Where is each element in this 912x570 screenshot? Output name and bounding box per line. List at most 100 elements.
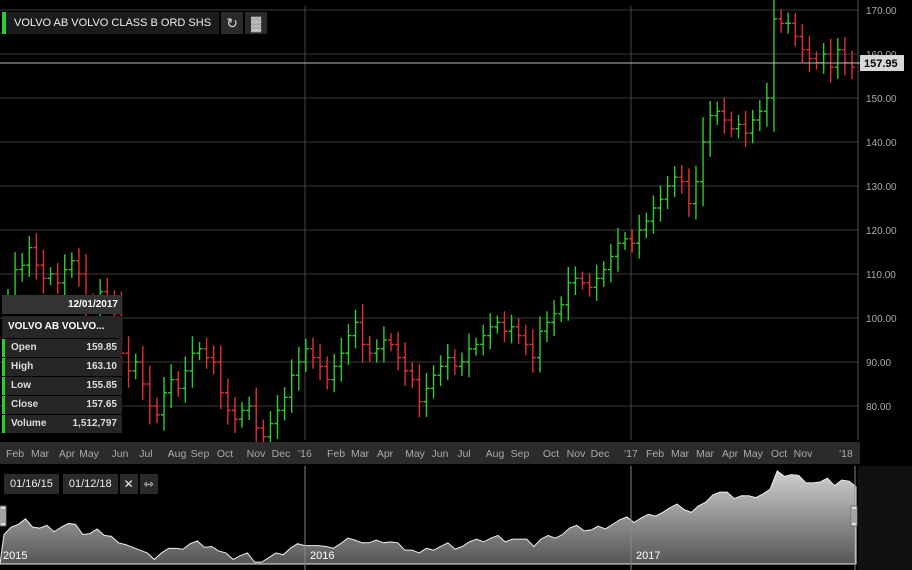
ohlc-bar (416, 363, 423, 418)
ohlc-bar (132, 353, 139, 380)
ohlc-bar (501, 311, 508, 343)
ohlc-bar (246, 396, 253, 420)
ohlc-bar (324, 356, 331, 390)
tooltip-row-high: High 163.10 (2, 358, 122, 376)
tooltip-row-volume: Volume 1,512,797 (2, 415, 122, 433)
ohlc-bar (423, 373, 430, 417)
ohlc-bar (274, 395, 281, 439)
price-chart[interactable]: 80.00 90.00 100.00 110.00 120.00 130.00 140.00… (0, 0, 912, 442)
tooltip-row-close: Close 157.65 (2, 396, 122, 414)
ohlc-bar (231, 396, 238, 433)
ohlc-bar (33, 233, 40, 280)
ohlc-bar (756, 100, 763, 132)
ohlc-bar (544, 311, 551, 343)
ohlc-bar (175, 371, 182, 397)
x-tick-label: Jun (432, 448, 449, 460)
ohlc-bar (735, 114, 742, 139)
ohlc-bar (508, 314, 515, 344)
bar-chart-icon[interactable]: ▓ (245, 12, 268, 34)
x-tick-label: Jul (139, 448, 152, 460)
navigator-handle-right[interactable] (850, 505, 858, 527)
ohlc-bar (281, 387, 288, 421)
last-price-label: 157.95 (864, 58, 898, 70)
ohlc-bar (331, 353, 338, 393)
ohlc-bar (395, 331, 402, 371)
ohlc-bar (586, 273, 593, 297)
ohlc-bar (317, 343, 324, 381)
ohlc-bar (536, 316, 543, 373)
ohlc-bar (522, 324, 529, 356)
ohlc-bar (714, 101, 721, 126)
x-tick-label: '17 (624, 448, 638, 460)
ohlc-bar (806, 35, 813, 73)
ohlc-bar (466, 333, 473, 378)
x-tick-label: Dec (591, 448, 610, 460)
ohlc-bar (572, 266, 579, 295)
x-tick-label: Feb (327, 448, 345, 460)
range-start[interactable]: 01/16/15 (4, 474, 59, 494)
ohlc-bar (728, 111, 735, 138)
x-tick-label: Oct (217, 448, 233, 460)
ohlc-bar (792, 13, 799, 47)
ohlc-bar (827, 38, 834, 83)
ohlc-bar (54, 262, 61, 294)
ohlc-bar (430, 365, 437, 399)
y-tick-label: 140.00 (866, 138, 897, 149)
ohlc-bar (494, 315, 501, 334)
ohlc-bar (785, 12, 792, 34)
navigator-handle-left[interactable] (0, 505, 7, 527)
ohlc-bar (373, 339, 380, 363)
x-tick-label: Sep (191, 448, 210, 460)
ohlc-bar (139, 346, 146, 400)
x-tick-label: Feb (646, 448, 664, 460)
ohlc-bar (75, 248, 82, 287)
x-tick-label: Aug (168, 448, 187, 460)
ohlc-bar (480, 324, 487, 356)
ohlc-bar (125, 336, 132, 388)
ohlc-bar (636, 214, 643, 259)
navigator-year-label: 2017 (636, 550, 660, 562)
ohlc-bar (161, 376, 168, 431)
ohlc-bar (473, 337, 480, 356)
y-tick-label: 120.00 (866, 226, 897, 237)
x-tick-label: May (405, 448, 426, 460)
tooltip-row-low: Low 155.85 (2, 377, 122, 395)
ohlc-bar (742, 110, 749, 147)
navigator-year-label: 2016 (310, 550, 334, 562)
last-price-badge (860, 55, 904, 72)
ohlc-bar (515, 318, 522, 345)
y-tick-label: 100.00 (866, 314, 897, 325)
navigator-right-margin (858, 466, 912, 570)
tooltip-row-open: Open 159.85 (2, 339, 122, 357)
y-tick-label: 170.00 (866, 6, 897, 17)
ohlc-bar (146, 365, 153, 425)
y-tick-label: 110.00 (866, 270, 896, 281)
ohlc-bar (359, 303, 366, 363)
ohlc-bar (458, 352, 465, 376)
ohlc-bar (380, 326, 387, 363)
ohlc-bar (692, 165, 699, 220)
ohlc-bar (387, 333, 394, 352)
ohlc-bar (763, 82, 770, 127)
ohlc-bar (267, 410, 274, 442)
x-tick-label: Sep (511, 448, 530, 460)
ohlc-bar (721, 97, 728, 134)
ohlc-bar (657, 185, 664, 222)
x-tick-label: '18 (839, 448, 853, 460)
ohlc-bar (47, 267, 54, 286)
ohlc-bar (834, 37, 841, 79)
tooltip-date: 12/01/2017 (2, 295, 122, 314)
ohlc-bar (799, 23, 806, 63)
chart-header: VOLVO AB VOLVO CLASS B ORD SHS ↻ ▓ (2, 12, 268, 34)
x-tick-label: Oct (543, 448, 559, 460)
range-end[interactable]: 01/12/18 (62, 474, 118, 494)
close-icon[interactable]: ✕ (119, 474, 138, 494)
y-tick-label: 80.00 (866, 402, 891, 413)
expand-arrows-icon[interactable]: ⇿ (139, 474, 158, 494)
ohlc-bar (239, 401, 246, 428)
refresh-icon[interactable]: ↻ (221, 12, 244, 34)
ohlc-bar (302, 338, 309, 373)
ohlc-bar (579, 271, 586, 290)
ohlc-bar (614, 227, 621, 272)
navigator-area (0, 470, 857, 565)
